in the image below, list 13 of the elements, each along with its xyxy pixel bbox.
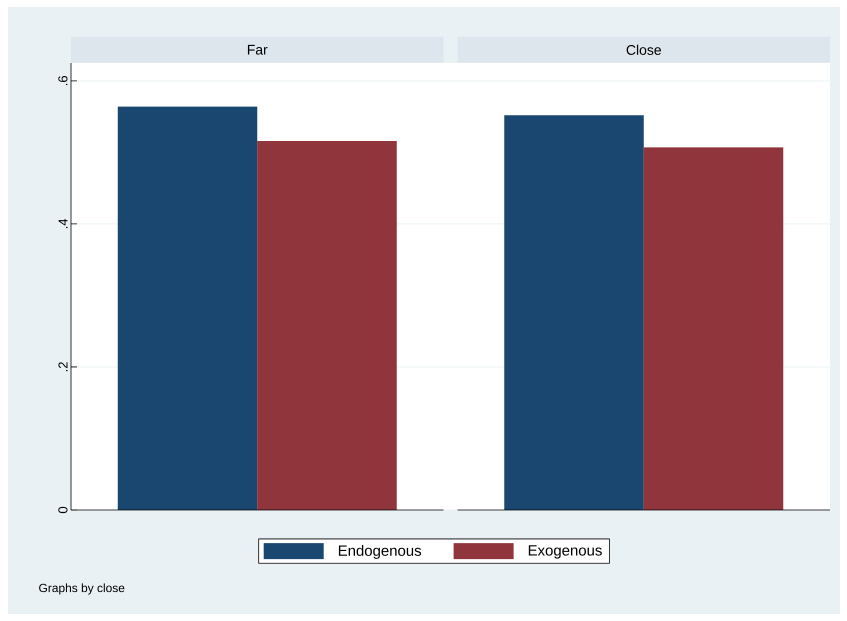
bar [504,115,644,510]
legend-label: Exogenous [528,545,602,559]
y-tick-label: .6 [58,76,68,86]
legend-label: Endogenous [338,544,422,559]
bar [118,106,258,510]
text: Graphs by close [39,583,124,595]
x-tick-label: Far [248,44,268,55]
bar [644,147,784,510]
bar [257,140,397,510]
y-tick-label: .4 [58,218,68,228]
y-tick-label: .2 [58,362,68,372]
x-tick-label: Close [626,44,661,55]
y-tick-label: 0 [58,506,68,514]
